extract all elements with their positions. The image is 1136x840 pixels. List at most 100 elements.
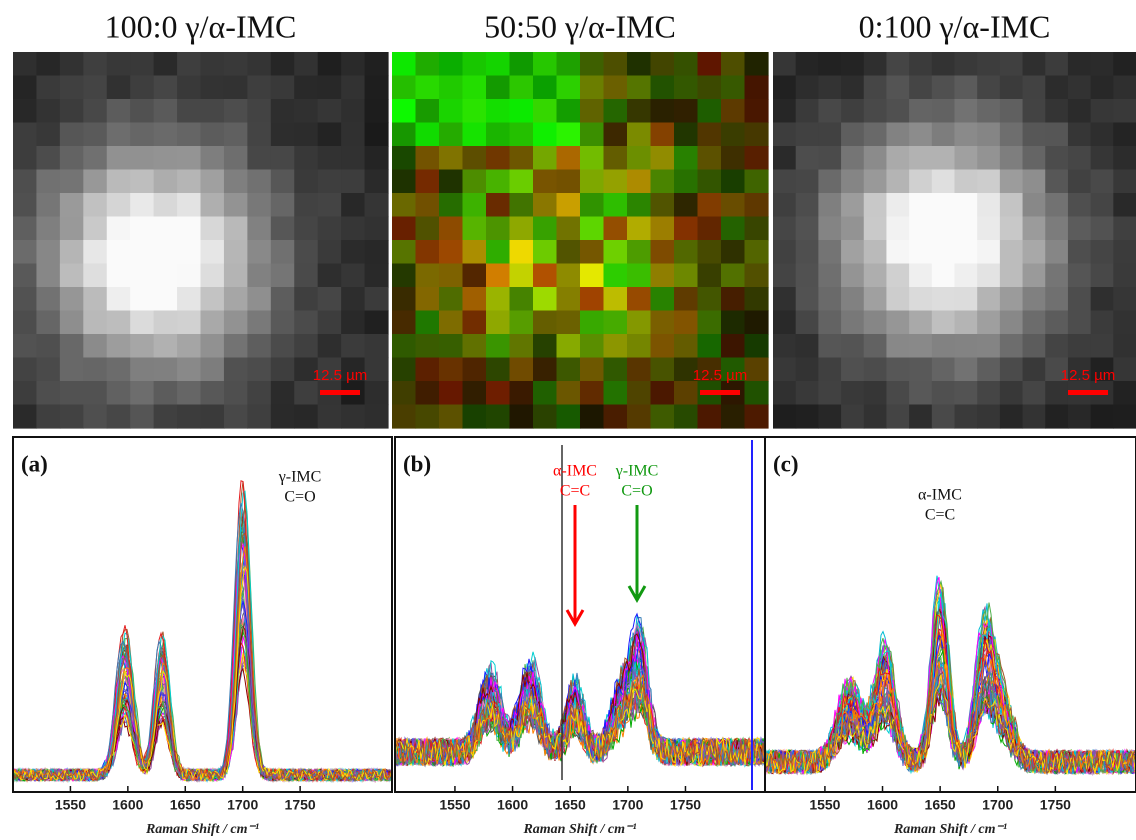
pixel (795, 193, 819, 218)
pixel (509, 310, 534, 335)
pixel (863, 75, 888, 100)
spectrum (13, 480, 392, 783)
pixel (439, 216, 464, 241)
pixel (439, 99, 464, 124)
pixel (744, 169, 769, 194)
pixel (1113, 404, 1136, 429)
spectrum (13, 546, 392, 783)
panel-label: (a) (21, 451, 48, 476)
pixel (1090, 357, 1114, 382)
pixel (439, 122, 464, 147)
pixel (270, 122, 295, 147)
pixel (909, 216, 933, 241)
pixel (177, 357, 202, 382)
pixel (886, 287, 910, 312)
pixel (533, 240, 558, 265)
pixel (106, 381, 131, 406)
pixel (1067, 357, 1092, 382)
pixel (153, 75, 178, 100)
x-tick-label: 1550 (439, 797, 470, 813)
pixel (59, 216, 84, 241)
pixel (294, 310, 319, 335)
pixel (744, 240, 769, 265)
spectrum (13, 573, 392, 783)
pixel (200, 287, 225, 312)
pixel (83, 193, 108, 218)
pixel (627, 169, 652, 194)
map-title: 50:50 γ/α-IMC (484, 8, 676, 44)
pixel (341, 75, 366, 100)
pixel (130, 287, 155, 312)
pixel (697, 240, 722, 265)
pixel (439, 310, 464, 335)
pixel (721, 99, 746, 124)
pixel (59, 52, 84, 77)
pixel (341, 193, 366, 218)
spectrum (13, 664, 392, 783)
spectrum (13, 512, 392, 783)
pixel (863, 122, 888, 147)
pixel (999, 122, 1024, 147)
spectrum (13, 525, 392, 783)
spectrum (13, 618, 392, 783)
pixel (106, 310, 131, 335)
pixel (556, 240, 581, 265)
pixel (1090, 240, 1114, 265)
pixel (721, 146, 746, 171)
pixel (200, 381, 225, 406)
pixel (364, 122, 389, 147)
pixel (1090, 75, 1114, 100)
spectrum (13, 656, 392, 783)
pixel (863, 99, 888, 124)
pixel (83, 99, 108, 124)
pixel (674, 52, 699, 77)
pixel (317, 263, 342, 288)
map-title: 100:0 γ/α-IMC (105, 8, 297, 44)
pixel (392, 75, 417, 100)
pixel (863, 334, 888, 359)
pixel (1045, 263, 1069, 288)
pixel (721, 334, 746, 359)
pixel (954, 404, 978, 429)
spectrum (13, 667, 392, 783)
pixel (392, 99, 417, 124)
pixel (627, 310, 652, 335)
pixel (795, 169, 819, 194)
pixel (153, 193, 178, 218)
x-tick-label: 1700 (227, 797, 258, 813)
pixel (13, 216, 38, 241)
pixel (533, 146, 558, 171)
pixel (909, 357, 933, 382)
pixel (795, 99, 819, 124)
pixel (364, 334, 389, 359)
pixel (294, 357, 319, 382)
pixel (153, 287, 178, 312)
pixel (841, 122, 865, 147)
pixel (223, 334, 248, 359)
pixel (580, 75, 605, 100)
pixel (317, 193, 342, 218)
pixel (439, 381, 464, 406)
pixel (247, 310, 272, 335)
pixel (841, 193, 865, 218)
pixel (818, 75, 842, 100)
pixel (177, 240, 202, 265)
pixel (294, 240, 319, 265)
pixel (83, 404, 108, 429)
pixel (999, 169, 1024, 194)
pixel (106, 216, 131, 241)
pixel (364, 287, 389, 312)
pixel (270, 169, 295, 194)
pixel (886, 263, 910, 288)
pixel (1022, 193, 1046, 218)
pixel (744, 404, 769, 429)
pixel (533, 334, 558, 359)
pixel (509, 381, 534, 406)
pixel (603, 99, 628, 124)
spectrum (765, 683, 1136, 775)
pixel (177, 75, 202, 100)
pixel (59, 75, 84, 100)
spectra-curves (765, 575, 1136, 776)
pixel (59, 357, 84, 382)
